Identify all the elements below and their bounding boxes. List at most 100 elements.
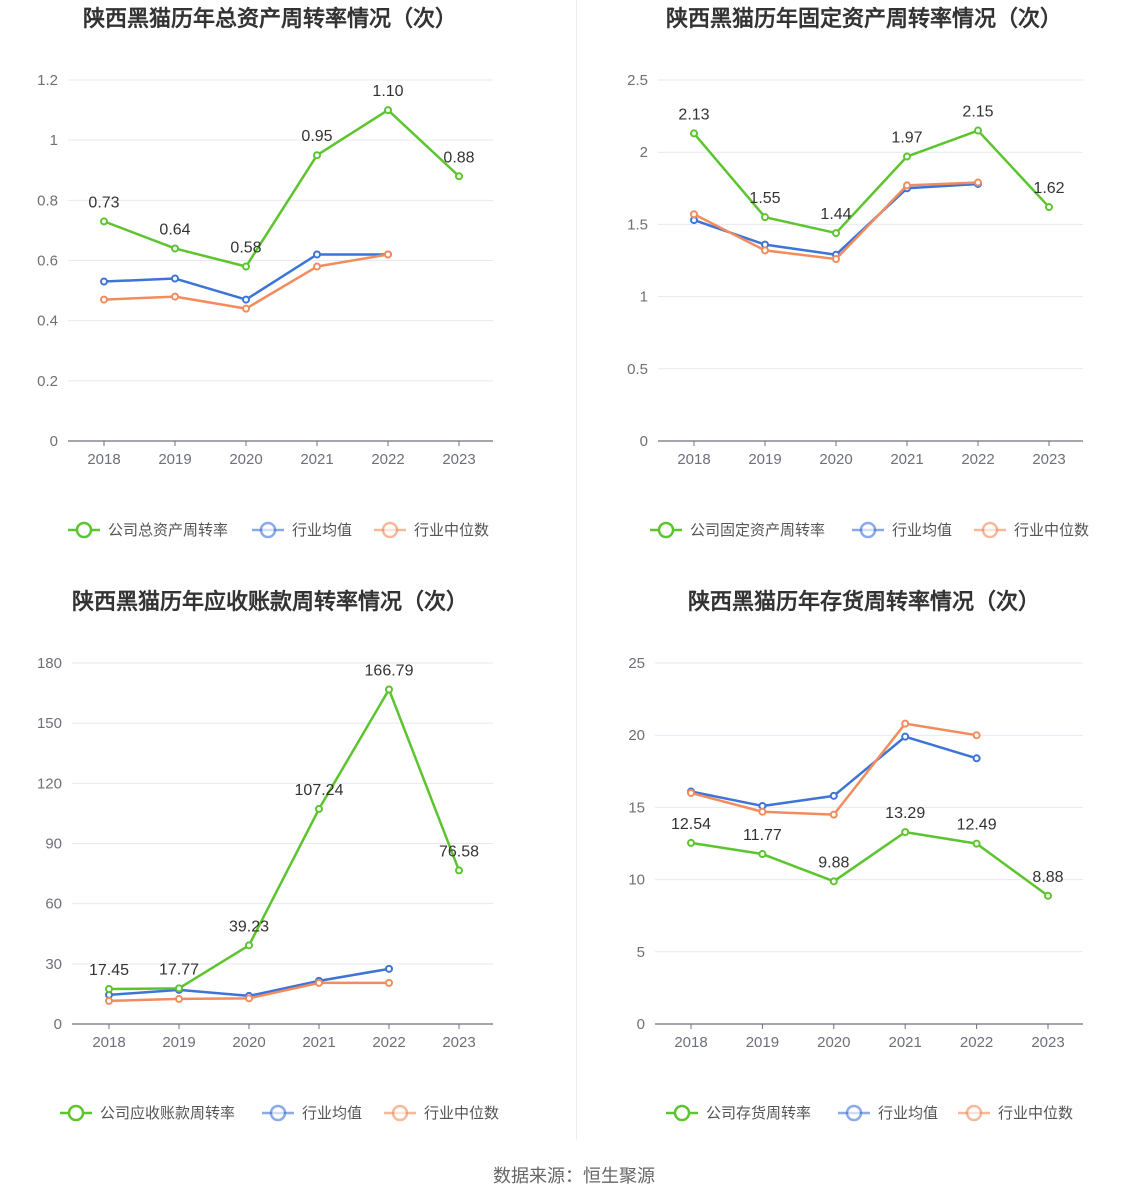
- x-tick-label: 2020: [819, 451, 852, 468]
- data-label: 2.15: [962, 104, 993, 121]
- chart-panel-receivables-turnover: 陕西黑猫历年应收账款周转率情况（次） 0 30 60 90 120 150 180 2018 20…: [0, 583, 574, 1163]
- data-point: [690, 129, 698, 138]
- data-point: [385, 685, 393, 694]
- y-tick-label: 25: [628, 655, 645, 672]
- y-tick-label: 120: [37, 775, 62, 792]
- data-label: 9.88: [818, 854, 849, 871]
- legend-label: 公司存货周转率: [706, 1104, 811, 1122]
- data-label: 1.97: [891, 130, 922, 147]
- data-point: [972, 731, 981, 740]
- x-tick-label: 2018: [87, 451, 120, 468]
- x-tick-label: 2023: [442, 1034, 475, 1051]
- chart-title: 陕西黑猫历年存货周转率情况（次）: [688, 589, 1040, 615]
- x-tick-label: 2021: [889, 1034, 922, 1051]
- data-point: [829, 877, 838, 886]
- legend-item: 行业均值: [262, 1104, 362, 1122]
- data-point: [242, 295, 250, 304]
- data-point: [100, 295, 108, 304]
- chart-title: 陕西黑猫历年总资产周转率情况（次）: [83, 6, 457, 32]
- y-tick-label: 1: [640, 289, 648, 306]
- y-tick-label: 0: [50, 433, 58, 450]
- x-tick-label: 2020: [229, 451, 262, 468]
- data-point: [242, 262, 250, 271]
- data-point: [242, 304, 250, 313]
- legend-swatch-marker: [269, 1104, 287, 1122]
- data-point: [829, 810, 838, 819]
- y-tick-label: 60: [45, 896, 62, 913]
- x-tick-label: 2022: [371, 451, 404, 468]
- data-label: 0.95: [301, 128, 332, 145]
- data-point: [687, 838, 695, 847]
- legend-swatch-marker: [981, 521, 999, 539]
- y-tick-label: 0.8: [37, 192, 58, 209]
- legend-item: 行业均值: [838, 1104, 938, 1122]
- legend-item: 公司应收账款周转率: [60, 1104, 235, 1122]
- data-label: 12.54: [671, 816, 711, 833]
- x-tick-label: 2019: [746, 1034, 779, 1051]
- data-point: [1044, 891, 1052, 900]
- data-label: 0.88: [443, 149, 474, 166]
- y-tick-label: 10: [628, 872, 645, 889]
- chart-panel-fixed-asset-turnover: 陕西黑猫历年固定资产周转率情况（次） 0 0.5 1 1.5 2 2.5 2018 2019 20…: [574, 0, 1148, 580]
- chart-panel-inventory-turnover: 陕西黑猫历年存货周转率情况（次） 0 5 10 15 20 25 2018 2019 2020 20…: [574, 583, 1148, 1163]
- data-point: [901, 732, 910, 741]
- data-label: 1.44: [820, 206, 851, 223]
- data-point: [105, 996, 113, 1005]
- legend-swatch-marker: [673, 1104, 691, 1122]
- data-label: 0.73: [88, 194, 119, 211]
- data-point: [903, 181, 911, 190]
- data-label: 13.29: [885, 805, 925, 822]
- x-tick-label: 2021: [890, 451, 923, 468]
- data-point: [100, 277, 108, 286]
- data-point: [758, 807, 767, 816]
- legend-item: 公司固定资产周转率: [650, 521, 825, 539]
- x-tick-label: 2019: [162, 1034, 195, 1051]
- x-tick-label: 2018: [677, 451, 710, 468]
- data-label: 1.62: [1033, 180, 1064, 197]
- legend-item: 行业中位数: [374, 521, 489, 539]
- data-point: [313, 151, 321, 160]
- series-line-company: [103, 108, 460, 268]
- legend-item: 行业中位数: [974, 521, 1089, 539]
- data-label: 107.24: [295, 782, 344, 799]
- y-tick-label: 0: [637, 1016, 645, 1033]
- legend-label: 行业均值: [878, 1104, 938, 1122]
- data-point: [245, 941, 253, 950]
- y-tick-label: 2: [640, 144, 648, 161]
- legend-label: 行业中位数: [424, 1104, 499, 1122]
- data-point: [974, 126, 982, 135]
- legend-label: 公司应收账款周转率: [100, 1104, 235, 1122]
- data-label: 17.45: [89, 962, 129, 979]
- legend-swatch-marker: [75, 521, 93, 539]
- data-point: [315, 978, 323, 987]
- receivables-turnover-chart: 陕西黑猫历年应收账款周转率情况（次） 0 30 60 90 120 150 180 2018 20…: [37, 589, 499, 1122]
- fixed-asset-turnover-chart: 陕西黑猫历年固定资产周转率情况（次） 0 0.5 1 1.5 2 2.5 2018 2019 20…: [627, 6, 1089, 539]
- x-tick-label: 2021: [302, 1034, 335, 1051]
- data-point: [313, 250, 321, 259]
- x-tick-label: 2022: [960, 1034, 993, 1051]
- data-point: [171, 274, 179, 283]
- x-tick-label: 2021: [300, 451, 333, 468]
- legend-swatch-marker: [845, 1104, 863, 1122]
- data-point: [100, 217, 108, 226]
- y-tick-label: 1.2: [37, 72, 58, 89]
- y-tick-label: 20: [628, 727, 645, 744]
- data-point: [903, 152, 911, 161]
- y-tick-label: 5: [637, 944, 645, 961]
- data-label: 11.77: [743, 827, 782, 844]
- y-tick-label: 0.6: [37, 253, 58, 270]
- legend-item: 行业均值: [852, 521, 952, 539]
- data-point: [245, 994, 253, 1003]
- x-tick-label: 2022: [372, 1034, 405, 1051]
- x-tick-label: 2023: [442, 451, 475, 468]
- data-point: [687, 788, 695, 797]
- y-tick-label: 0.4: [37, 313, 58, 330]
- x-tick-label: 2018: [674, 1034, 707, 1051]
- y-tick-label: 150: [37, 715, 62, 732]
- y-tick-label: 15: [628, 799, 645, 816]
- x-tick-label: 2023: [1031, 1034, 1064, 1051]
- data-label: 2.13: [678, 106, 709, 123]
- y-tick-label: 90: [45, 836, 62, 853]
- data-point: [1045, 203, 1053, 212]
- data-point: [313, 262, 321, 271]
